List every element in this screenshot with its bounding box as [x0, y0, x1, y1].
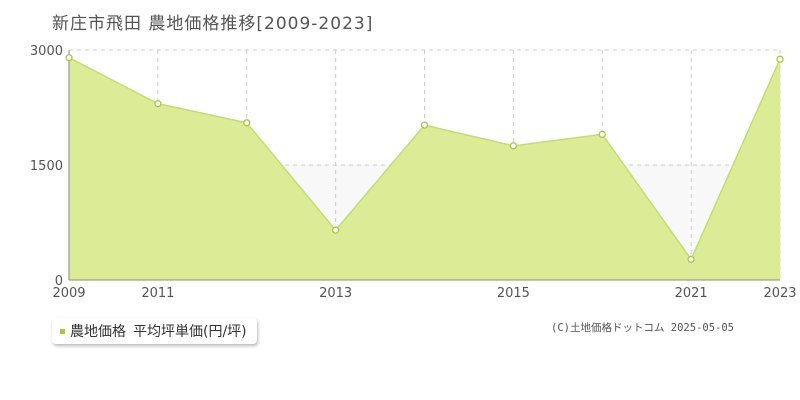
x-tick-label: 2021 [675, 286, 708, 301]
legend-unit-label: 平均坪単価(円/坪) [133, 324, 247, 340]
data-point [154, 100, 162, 108]
data-point [331, 226, 340, 234]
copyright-text: (C)土地価格ドットコム 2025-05-05 [551, 322, 735, 334]
data-point [687, 255, 695, 263]
x-tick-label: 2013 [319, 286, 352, 301]
legend-swatch [60, 328, 65, 334]
x-tick-label: 2009 [52, 286, 85, 301]
data-point [598, 130, 606, 138]
data-point [776, 55, 784, 63]
axes [68, 50, 780, 281]
chart-title: 新庄市飛田 農地価格推移[2009-2023] [52, 14, 374, 34]
y-tick-label: 3000 [30, 44, 63, 59]
area-chart: 0 1500 3000 2009 2011 2013 2015 2021 2023 [30, 44, 797, 301]
legend: 農地価格 平均坪単価(円/坪) [52, 318, 257, 344]
y-tick-label: 0 [55, 274, 63, 289]
data-point [243, 119, 251, 127]
x-tick-label: 2023 [763, 286, 796, 301]
data-point [65, 54, 73, 62]
legend-series-label: 農地価格 [70, 324, 126, 340]
x-tick-label: 2015 [497, 286, 530, 301]
data-point [420, 121, 429, 129]
y-tick-label: 1500 [30, 159, 63, 174]
series-area-fill [69, 57, 780, 280]
x-tick-label: 2011 [141, 286, 174, 301]
series-markers [65, 54, 784, 263]
data-point [509, 142, 518, 150]
tick-labels: 0 1500 3000 2009 2011 2013 2015 2021 2023 [30, 44, 797, 301]
